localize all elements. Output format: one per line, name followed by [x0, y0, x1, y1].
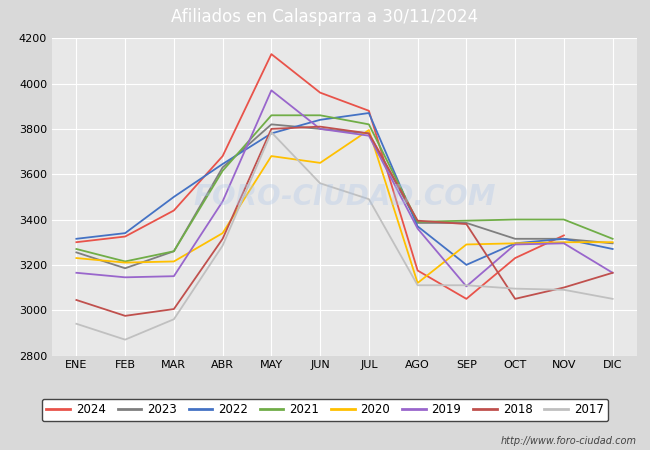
Legend: 2024, 2023, 2022, 2021, 2020, 2019, 2018, 2017: 2024, 2023, 2022, 2021, 2020, 2019, 2018…: [42, 399, 608, 421]
Text: FORO-CIUDAD.COM: FORO-CIUDAD.COM: [193, 183, 496, 211]
Text: Afiliados en Calasparra a 30/11/2024: Afiliados en Calasparra a 30/11/2024: [172, 8, 478, 26]
Text: http://www.foro-ciudad.com: http://www.foro-ciudad.com: [501, 436, 637, 446]
